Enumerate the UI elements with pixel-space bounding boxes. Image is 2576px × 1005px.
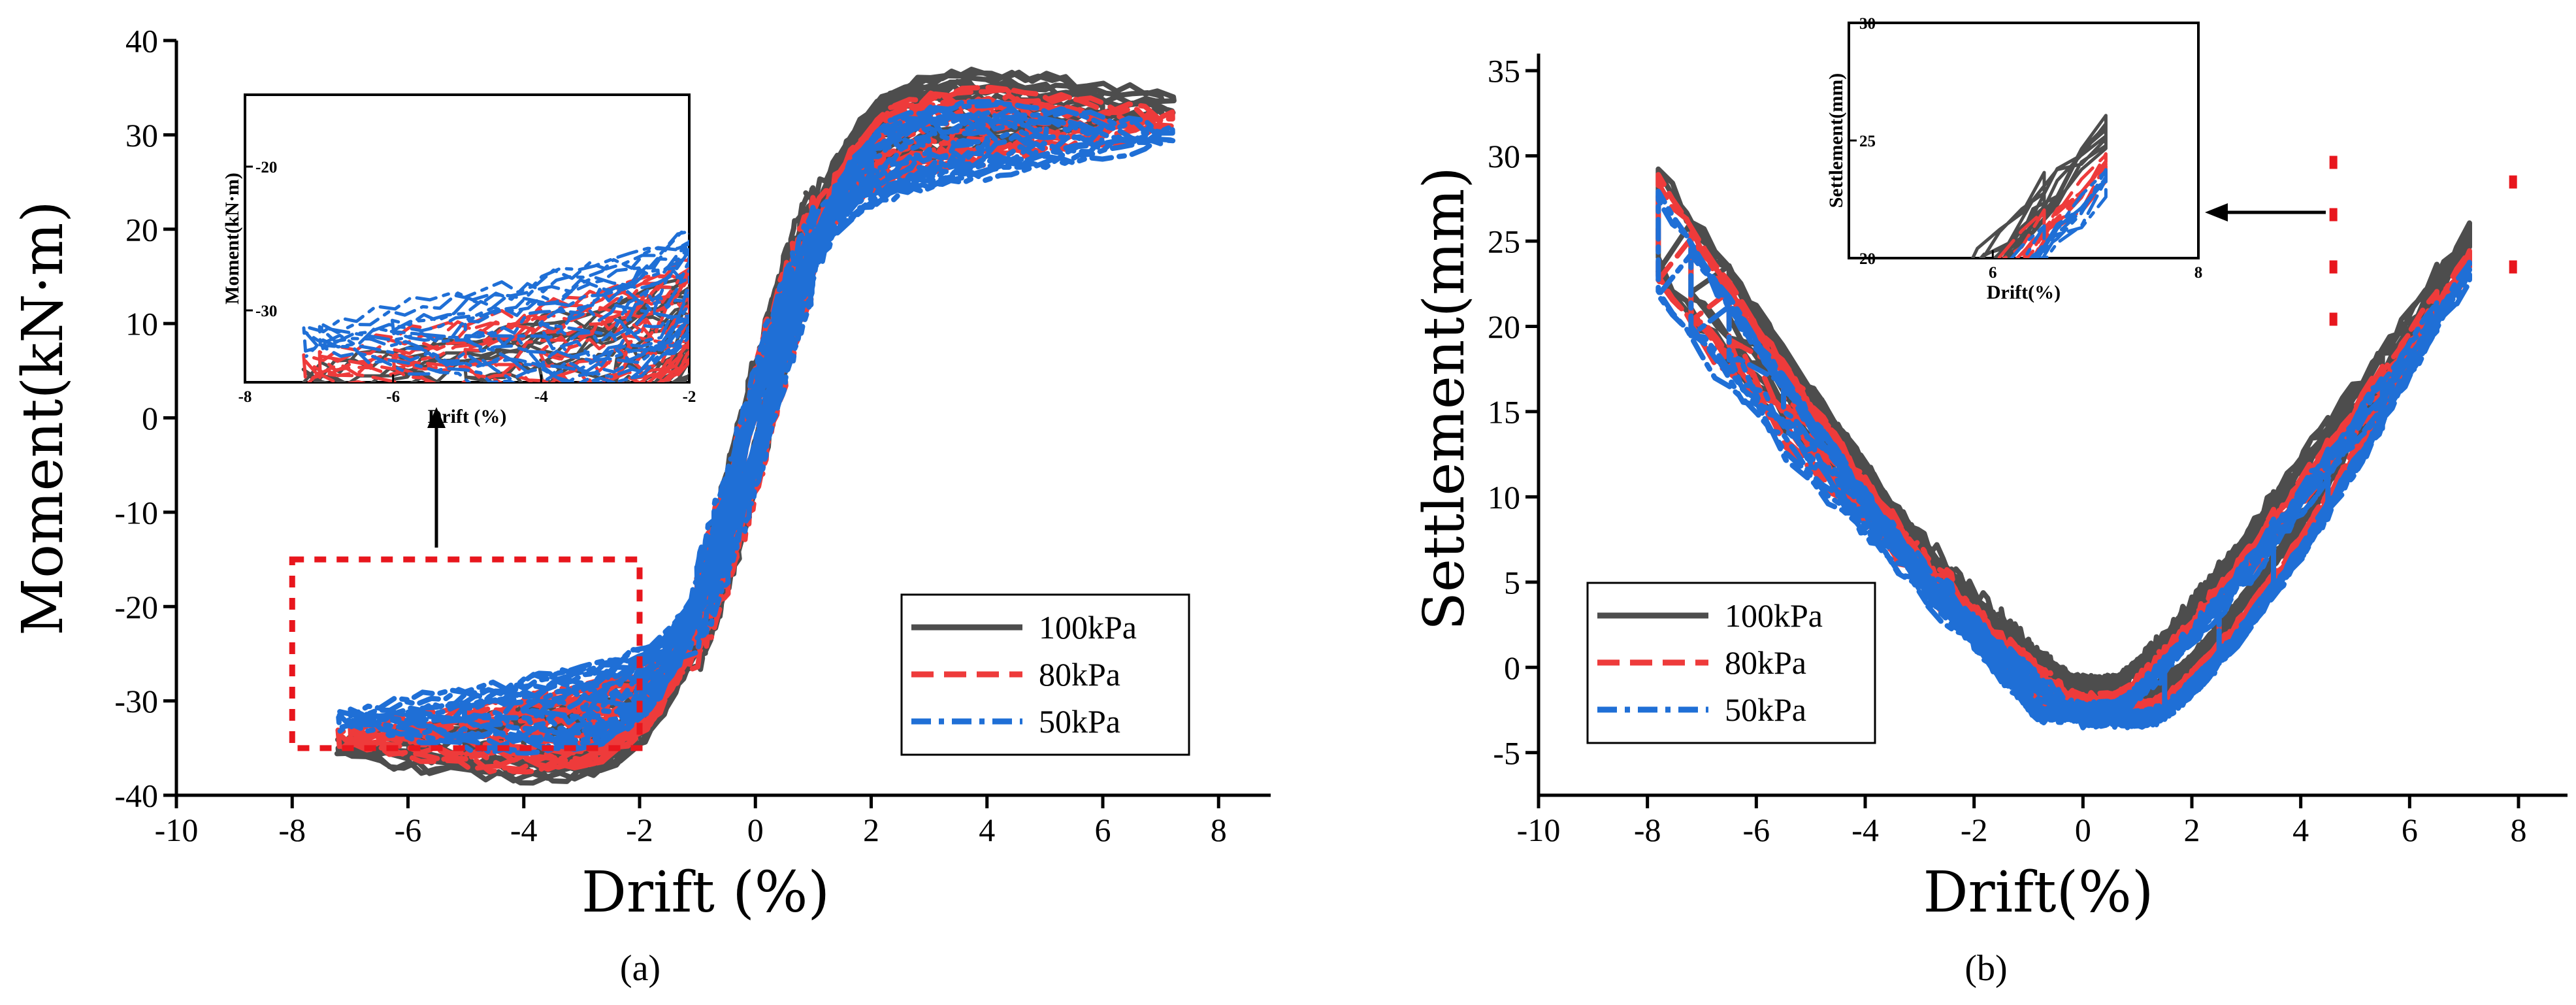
- a-inset-series: [301, 229, 689, 382]
- b-x-tick-label: 0: [2075, 812, 2091, 848]
- b-x-tick-label: 2: [2184, 812, 2200, 848]
- panel-a-zoom-arrow: [427, 407, 446, 548]
- b-inset-x-tick-label: 8: [2194, 264, 2203, 282]
- a-legend-label-100kPa: 100kPa: [1039, 609, 1137, 646]
- a-x-tick-label: 4: [979, 812, 995, 848]
- b-series-50kPa: [1655, 188, 2472, 731]
- a-x-tick-label: 8: [1211, 812, 1227, 848]
- panel-b-zoom-arrow: [2205, 203, 2326, 222]
- b-x-tick-label: 8: [2511, 812, 2527, 848]
- b-y-tick-label: 30: [1488, 138, 1520, 174]
- a-inset-y-title: Moment(kN·m): [221, 173, 243, 305]
- b-x-tick-label: -2: [1961, 812, 1988, 848]
- b-y-tick-label: 25: [1488, 223, 1520, 260]
- panel-b-x-axis-title: Drift(%): [1923, 860, 2154, 925]
- a-y-tick-label: -20: [114, 589, 158, 625]
- b-inset-frame: [1848, 22, 2200, 259]
- a-zoom-rect: [289, 556, 643, 751]
- b-inset-y-tick-label: 25: [1859, 133, 1876, 150]
- panel-b-series: [1655, 166, 2472, 731]
- b-x-tick-label: -4: [1851, 812, 1879, 848]
- a-x-tick-label: -10: [155, 812, 199, 848]
- panel-b-inset: 6 8 20 25 30 Drift(%) Settlement(mm): [1825, 15, 2203, 303]
- b-y-tick-label: 35: [1488, 53, 1520, 90]
- b-x-tick-label: -6: [1743, 812, 1770, 848]
- b-y-tick-label: 0: [1504, 650, 1520, 686]
- a-x-tick-label: -6: [395, 812, 422, 848]
- b-x-tick-label: -10: [1517, 812, 1561, 848]
- a-inset-x-tick-label: -4: [534, 388, 548, 406]
- a-y-tick-label: 40: [125, 23, 158, 59]
- a-y-tick-label: 30: [125, 117, 158, 154]
- panel-a-zoom-box: [289, 556, 643, 751]
- a-inset-y-tick-label: -30: [255, 303, 277, 320]
- a-y-tick-label: 20: [125, 211, 158, 248]
- a-x-tick-label: 6: [1094, 812, 1111, 848]
- panel-b-caption: (b): [1965, 948, 2007, 989]
- b-y-tick-label: 10: [1488, 479, 1520, 516]
- panel-a-caption: (a): [620, 948, 660, 989]
- b-x-tick-label: -8: [1634, 812, 1661, 848]
- a-y-tick-label: -30: [114, 683, 158, 719]
- a-x-tick-label: 2: [863, 812, 879, 848]
- panel-b-y-axis-title: Settlement(mm): [1412, 167, 1477, 631]
- a-inset-x-title: Drift (%): [428, 406, 507, 427]
- b-legend-label-50kPa: 50kPa: [1725, 691, 1806, 728]
- b-y-tick-label: 15: [1488, 393, 1520, 430]
- panel-a-legend: 100kPa 80kPa 50kPa: [900, 593, 1190, 756]
- panel-b-axes: -10 -8 -6 -4 -2 0 2 4 6 8 -5 0 5 10 15 20 25 30 35: [1488, 53, 2568, 848]
- b-inset-x-tick-label: 6: [1989, 264, 1997, 282]
- b-y-tick-label: 20: [1488, 308, 1520, 345]
- panel-b-legend: 100kPa 80kPa 50kPa: [1586, 582, 1876, 744]
- b-legend-label-80kPa: 80kPa: [1725, 644, 1806, 681]
- a-x-tick-label: -4: [510, 812, 538, 848]
- panel-b: -10 -8 -6 -4 -2 0 2 4 6 8 -5 0 5 10 15 20 25 30 35 6 8 20 25 3…: [1412, 15, 2568, 989]
- panel-a-x-axis-title: Drift (%): [581, 860, 830, 925]
- b-x-tick-label: 6: [2402, 812, 2418, 848]
- b-inset-y-title: Settlement(mm): [1825, 73, 1847, 208]
- b-inset-x-title: Drift(%): [1987, 282, 2061, 303]
- a-y-tick-label: 0: [142, 400, 158, 437]
- a-legend-label-80kPa: 80kPa: [1039, 656, 1120, 693]
- b-inset-y-tick-label: 20: [1859, 250, 1876, 268]
- a-legend-label-50kPa: 50kPa: [1039, 703, 1120, 740]
- a-y-tick-label: -10: [114, 494, 158, 531]
- a-inset-series-50kPa: [302, 229, 689, 382]
- a-inset-x-tick-label: -2: [683, 388, 696, 406]
- panel-a-series: [334, 67, 1177, 786]
- panel-a-y-axis-title: Moment(kN·m): [10, 201, 76, 636]
- panel-a-inset: -8 -6 -4 -2 -30 -20 Drift (%) Moment(kN·m): [221, 93, 696, 427]
- a-x-tick-label: -8: [278, 812, 306, 848]
- a-series-50kPa: [335, 99, 1176, 756]
- b-inset-y-tick-label: 30: [1859, 15, 1876, 33]
- a-inset-x-tick-label: -6: [386, 388, 400, 406]
- a-y-tick-label: -40: [114, 778, 158, 814]
- b-legend-label-100kPa: 100kPa: [1725, 597, 1823, 634]
- a-inset-series-80kPa: [302, 257, 689, 382]
- a-inset-x-tick-label: -8: [238, 388, 252, 406]
- b-x-tick-label: 4: [2292, 812, 2309, 848]
- a-x-tick-label: -2: [626, 812, 653, 848]
- a-x-tick-label: 0: [747, 812, 764, 848]
- a-inset-y-tick-label: -20: [255, 159, 277, 176]
- a-y-tick-label: 10: [125, 306, 158, 342]
- b-y-tick-label: 5: [1504, 564, 1520, 601]
- b-y-tick-label: -5: [1493, 734, 1520, 771]
